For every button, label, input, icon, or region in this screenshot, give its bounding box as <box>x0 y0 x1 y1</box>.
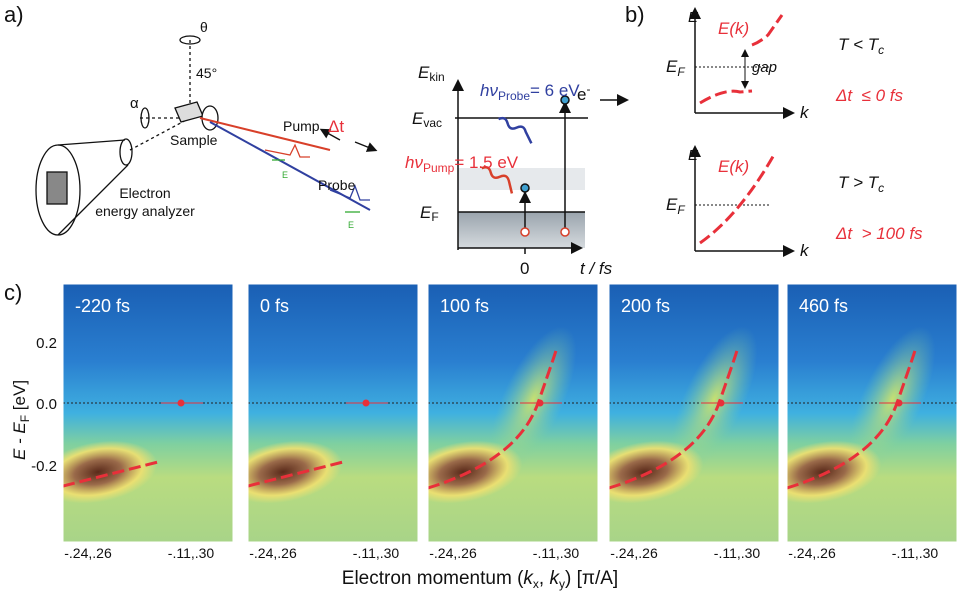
heatmap <box>248 284 418 542</box>
x-tick-label: -.11,.30 <box>714 545 761 561</box>
heatmap-frame: 200 fs -.24,.26 -.11,.30 <box>608 283 780 561</box>
analyzer-label: energy analyzer <box>95 203 195 219</box>
y-axis-label: E - EF [eV] <box>10 380 32 460</box>
condition: T > Tc <box>838 173 884 195</box>
fermi-point <box>362 399 370 407</box>
panel-c: 0.2 0.0 -0.2 -220 fs -.24,.26 -.11,.30 0 fs -.2… <box>31 283 958 561</box>
panel-label: a) <box>4 2 24 27</box>
energy-label: E <box>688 147 699 164</box>
fermi-point <box>717 399 725 407</box>
x-tick-label: -.11,.30 <box>168 545 215 561</box>
x-tick-label: -.24,.26 <box>610 545 658 561</box>
frame-border <box>247 283 419 543</box>
energy-diagram <box>452 79 629 254</box>
delay-label: Δt <box>328 117 344 136</box>
heatmap-frame: -220 fs -.24,.26 -.11,.30 <box>62 283 234 561</box>
setup-drawing <box>35 35 378 236</box>
x-tick-label: -.24,.26 <box>249 545 297 561</box>
pump-photon: hνPump= 1.5 eV <box>405 153 519 175</box>
band-sketch: E E(k) k EF T > Tc Δt > 100 fs <box>666 145 923 260</box>
intensity <box>248 440 343 504</box>
e-f: EF <box>420 203 439 224</box>
dispersion <box>787 348 917 490</box>
alpha: α <box>130 95 139 112</box>
field-label: E <box>282 170 288 180</box>
angle: 45° <box>196 65 217 81</box>
curve-label: E(k) <box>718 19 749 38</box>
dispersion <box>699 14 784 105</box>
frame-label: 100 fs <box>440 296 489 316</box>
fermi-point <box>536 399 544 407</box>
intensity <box>848 326 936 474</box>
heatmap <box>63 284 233 542</box>
theta: θ <box>200 19 208 35</box>
frame-border <box>786 283 958 543</box>
time-label: t / fs <box>580 259 613 278</box>
analyzer-label: Electron <box>119 185 170 201</box>
frame-label: 460 fs <box>799 296 848 316</box>
heatmap-frame: 0 fs -.24,.26 -.11,.30 <box>247 283 419 561</box>
delay-condition: Δt > 100 fs <box>835 224 923 243</box>
panel-label: b) <box>625 2 645 27</box>
e-kin: Ekin <box>418 63 445 84</box>
x-tick-label: -.24,.26 <box>64 545 112 561</box>
probe-label: Probe <box>318 177 356 193</box>
frame-label: -220 fs <box>75 296 130 316</box>
panel-label: c) <box>4 280 22 305</box>
panel-b: E E(k) k EF gap T < Tc Δt ≤ 0 fs E E(k) k EF T > Tc… <box>666 7 923 260</box>
gap-label: gap <box>752 59 777 76</box>
dispersion <box>699 152 777 245</box>
intensity <box>63 440 158 504</box>
dispersion <box>609 348 739 490</box>
field-label: E <box>348 220 354 230</box>
zero: 0 <box>520 259 529 278</box>
band-sketch: E E(k) k EF gap T < Tc Δt ≤ 0 fs <box>666 7 904 122</box>
frame-label: 200 fs <box>621 296 670 316</box>
frame-border <box>62 283 234 543</box>
heatmap-frame: 460 fs -.24,.26 -.11,.30 <box>786 283 958 561</box>
pump-label: Pump <box>283 118 320 134</box>
intensity <box>670 326 758 474</box>
y-tick-label: 0.0 <box>36 396 57 413</box>
fermi-label: EF <box>666 57 685 79</box>
x-tick-label: -.11,.30 <box>353 545 400 561</box>
y-tick-label: 0.2 <box>36 335 57 352</box>
e-vac: Evac <box>412 109 442 130</box>
frame-label: 0 fs <box>260 296 289 316</box>
frame-border <box>608 283 780 543</box>
probe-photon: hνProbe= 6 eV <box>480 81 580 103</box>
momentum-label: k <box>800 241 810 260</box>
electron: e- <box>577 82 590 104</box>
condition: T < Tc <box>838 35 884 57</box>
x-axis-label: Electron momentum (kx, ky) [π/A] <box>342 568 618 591</box>
momentum-label: k <box>800 103 810 122</box>
x-tick-label: -.24,.26 <box>429 545 477 561</box>
sample-label: Sample <box>170 132 218 148</box>
curve-label: E(k) <box>718 157 749 176</box>
intensity <box>489 326 577 474</box>
heatmap-frame: 100 fs -.24,.26 -.11,.30 <box>427 283 599 561</box>
x-tick-label: -.11,.30 <box>533 545 580 561</box>
dispersion <box>428 348 558 490</box>
energy-label: E <box>688 9 699 26</box>
fermi-point <box>177 399 185 407</box>
frame-border <box>427 283 599 543</box>
fermi-label: EF <box>666 195 685 217</box>
delay-condition: Δt ≤ 0 fs <box>835 86 904 105</box>
x-tick-label: -.24,.26 <box>788 545 836 561</box>
fermi-point <box>895 399 903 407</box>
y-tick-label: -0.2 <box>31 458 57 475</box>
x-tick-label: -.11,.30 <box>892 545 939 561</box>
